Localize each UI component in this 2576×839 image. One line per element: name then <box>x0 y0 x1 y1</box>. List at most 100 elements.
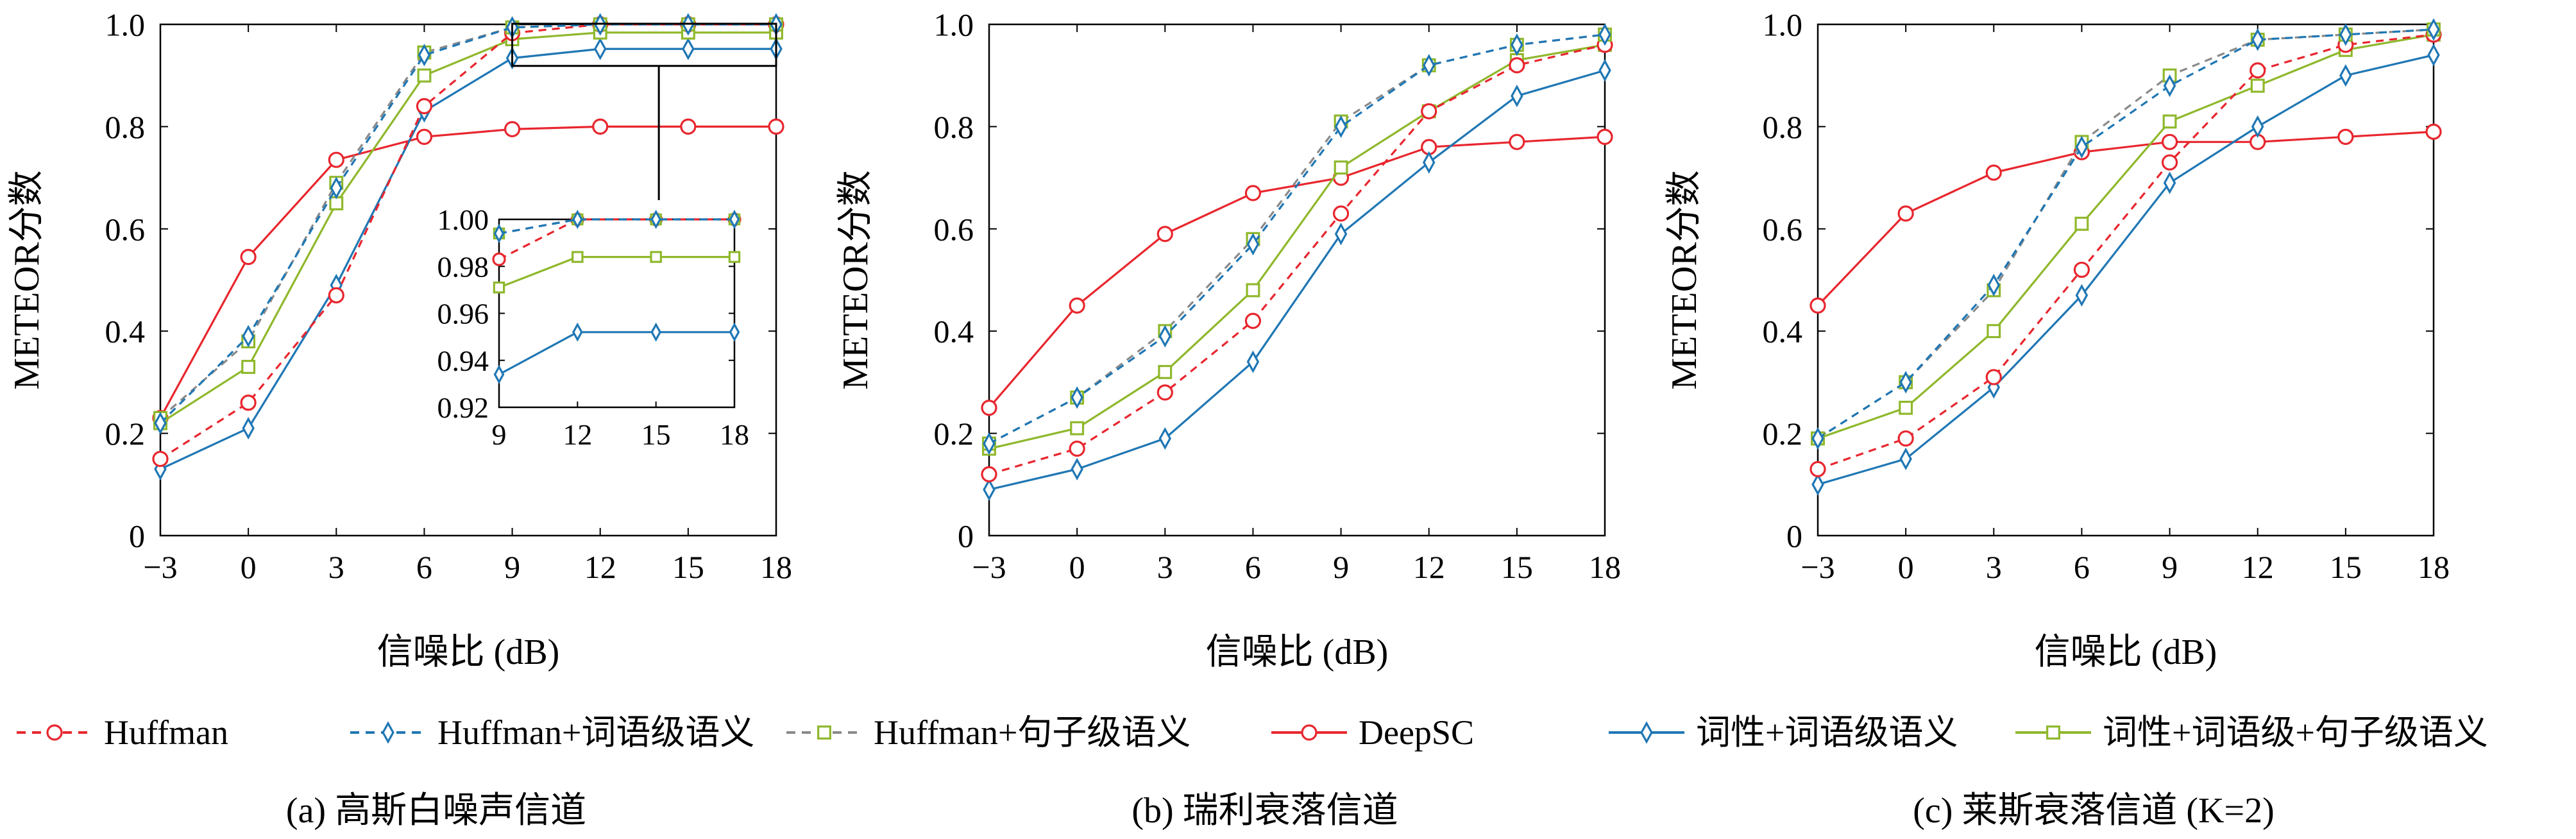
data-point-deepsc <box>1597 128 1613 145</box>
data-point-pos_word <box>593 37 607 60</box>
data-point-pos_word_sentence <box>572 251 584 263</box>
y-axis-label: METEOR分数 <box>7 170 47 389</box>
data-point-deepsc <box>1509 133 1525 150</box>
data-point-pos_word <box>1158 427 1172 450</box>
data-point-pos_word <box>1811 473 1824 496</box>
data-point-pos_word <box>682 37 695 60</box>
data-point-pos_word <box>650 322 661 342</box>
y-axis-label: METEOR分数 <box>836 170 876 389</box>
y-tick-label: 0.4 <box>1763 314 1803 350</box>
x-axis-label: 信噪比 (dB) <box>1206 632 1389 672</box>
data-point-huffman <box>1244 312 1262 329</box>
data-point-huffman <box>1509 57 1525 74</box>
plot-frame <box>1817 23 2435 537</box>
x-tick-label: 0 <box>241 549 257 585</box>
data-point-pos_word <box>1071 457 1083 480</box>
y-tick-label: 0.6 <box>934 211 974 247</box>
x-tick-label: −3 <box>1801 549 1835 585</box>
data-point-huffman <box>2073 261 2090 278</box>
x-tick-label: 6 <box>1245 549 1261 585</box>
data-point-huffman_word <box>650 209 661 230</box>
data-point-huffman <box>1157 384 1173 401</box>
panel-caption: (a) 高斯白噪声信道 <box>286 791 586 831</box>
data-point-huffman_word <box>2339 23 2352 46</box>
y-tick-label: 0.2 <box>934 416 974 452</box>
x-tick-label: 12 <box>2242 549 2274 585</box>
data-point-huffman <box>240 394 257 411</box>
data-point-huffman_word <box>572 209 583 230</box>
data-point-huffman_word <box>1899 371 1912 394</box>
legend-label-huffman_word: Huffman+词语级语义 <box>437 713 754 752</box>
series-line-deepsc <box>1817 130 2434 307</box>
y-tick-label: 0.4 <box>105 314 146 350</box>
inset-y-tick-label: 0.92 <box>437 391 489 424</box>
x-tick-label: 6 <box>416 549 432 585</box>
data-point-huffman_word <box>242 325 255 348</box>
inset-x-tick-label: 9 <box>492 418 507 451</box>
data-point-pos_word_sentence <box>728 251 741 263</box>
x-tick-label: 0 <box>1069 549 1085 585</box>
x-tick-label: 0 <box>1898 549 1914 585</box>
data-point-deepsc <box>1985 164 2002 181</box>
x-tick-label: 3 <box>1986 549 2002 585</box>
data-point-deepsc <box>416 128 433 145</box>
data-point-huffman_word <box>1511 33 1523 56</box>
data-point-huffman_word <box>1811 427 1824 450</box>
data-point-pos_word_sentence <box>2250 78 2265 93</box>
data-point-huffman <box>328 287 344 304</box>
series-line-pos_word <box>160 47 776 470</box>
data-point-pos_word_sentence <box>2162 114 2177 129</box>
y-tick-label: 0 <box>958 518 974 554</box>
legend-label-pos_word: 词性+词语级语义 <box>1696 713 1958 752</box>
data-point-pos_word_sentence <box>417 68 432 83</box>
x-tick-label: 12 <box>1413 549 1445 585</box>
data-point-deepsc <box>240 249 257 266</box>
series-line-pos_word <box>1817 54 2434 486</box>
legend-marker-huffman <box>46 724 63 741</box>
series-line-pos_word_sentence <box>1817 33 2434 440</box>
data-point-pos_word <box>572 322 583 342</box>
x-tick-label: −3 <box>143 549 177 585</box>
inset-y-tick-label: 0.98 <box>437 250 489 283</box>
inset-background <box>428 200 741 459</box>
data-point-huffman <box>492 252 506 266</box>
x-tick-label: −3 <box>972 549 1006 585</box>
legend: Huffman Huffman+词语级语义 Huffman+句子级语义 DeepSC 词… <box>17 713 2488 752</box>
series-group <box>981 23 1613 501</box>
data-point-huffman <box>416 97 433 115</box>
data-point-huffman_word <box>983 432 996 455</box>
data-point-deepsc <box>2425 123 2442 140</box>
legend-marker-huffman_sentence <box>817 725 831 740</box>
data-point-deepsc <box>1897 205 1914 222</box>
data-point-pos_word <box>1334 223 1348 246</box>
y-tick-label: 0 <box>129 518 145 554</box>
plot-frame <box>159 23 777 537</box>
x-tick-label: 18 <box>1589 549 1621 585</box>
panel-caption: (b) 瑞利衰落信道 <box>1131 791 1398 831</box>
data-point-deepsc <box>1069 297 1085 314</box>
y-tick-label: 0.2 <box>105 416 146 452</box>
x-tick-label: 3 <box>328 549 344 585</box>
y-axis-label: METEOR分数 <box>1665 170 1704 389</box>
x-tick-label: 9 <box>2162 549 2178 585</box>
data-point-huffman_word <box>1071 386 1083 409</box>
data-point-pos_word_sentence <box>1899 400 1913 415</box>
inset-plot: 9 12 15 18 0.92 0.94 0.96 0.98 1.00 <box>428 200 749 459</box>
data-point-pos_word_sentence <box>493 281 505 294</box>
series-line-huffman <box>1817 33 2434 470</box>
data-point-huffman <box>1809 461 1826 477</box>
legend-label-pos_word_sentence: 词性+词语级+句子级语义 <box>2103 713 2488 752</box>
series-line-huffman_word <box>1817 28 2434 439</box>
data-point-pos_word <box>1598 59 1611 82</box>
x-tick-label: 18 <box>2418 549 2450 585</box>
series-line-pos_word <box>498 331 734 376</box>
inset-y-tick-label: 1.00 <box>437 203 489 236</box>
series-line-pos_word <box>988 69 1606 491</box>
data-point-pos_word <box>2163 171 2176 194</box>
legend-marker-huffman_word <box>382 721 394 744</box>
data-point-huffman_word <box>493 223 505 243</box>
data-point-deepsc <box>2337 128 2354 145</box>
data-point-huffman_word <box>2075 135 2089 158</box>
data-point-deepsc <box>768 118 784 135</box>
